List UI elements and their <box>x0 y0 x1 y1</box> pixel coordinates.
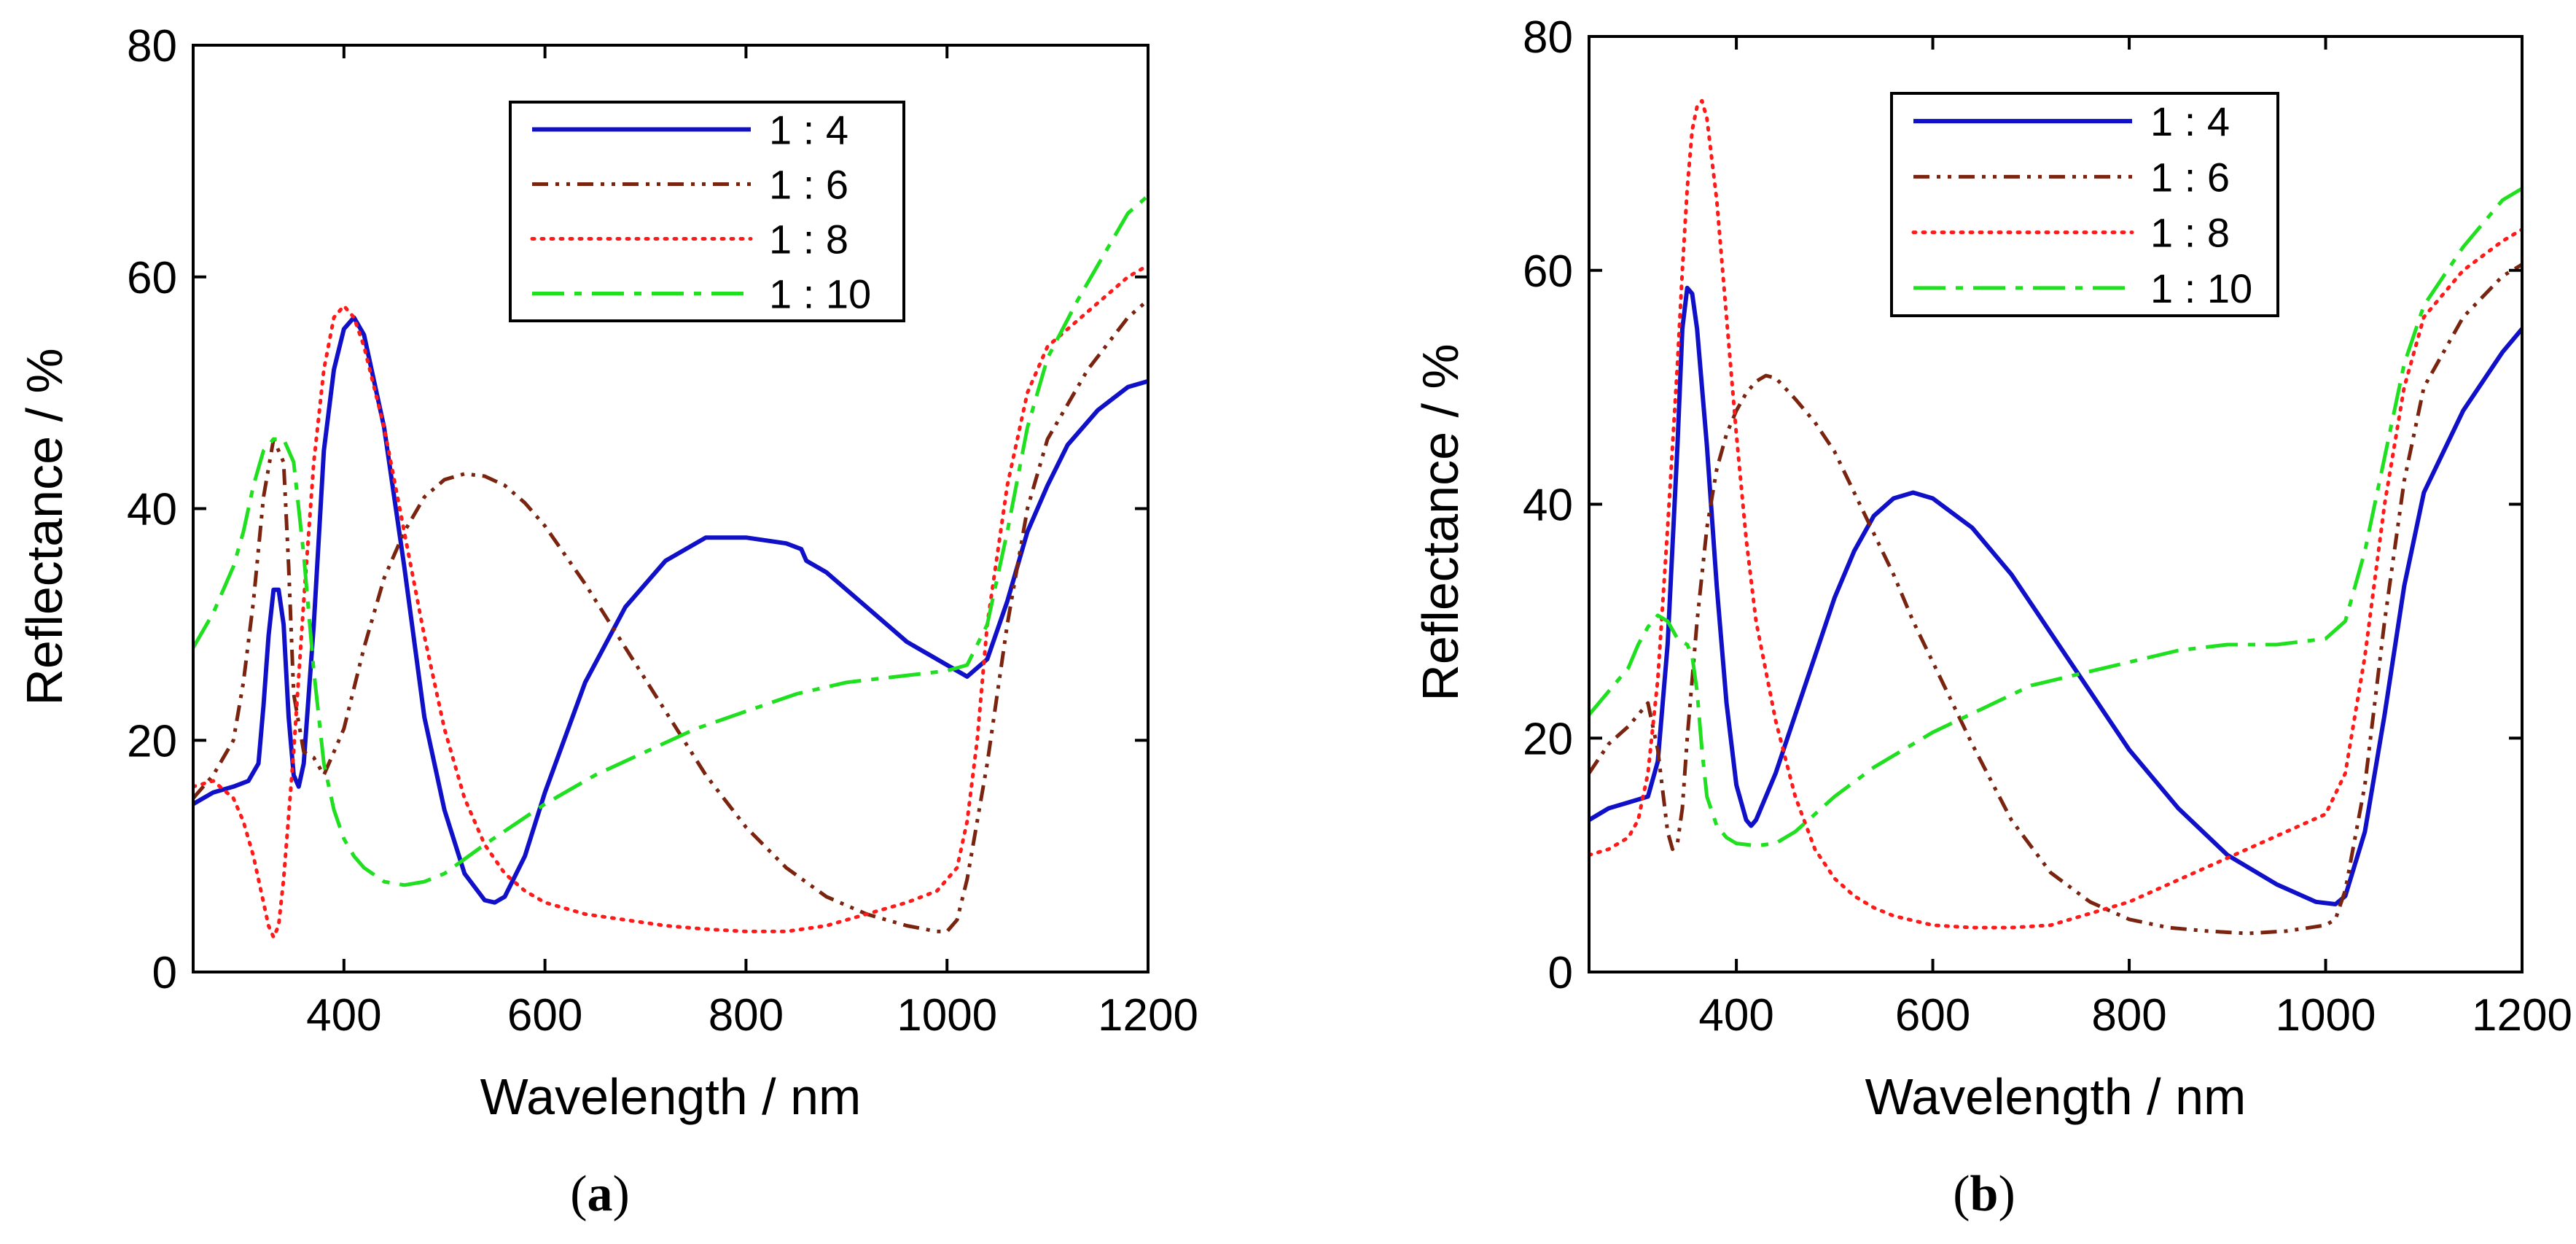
x-tick-label: 800 <box>2091 990 2166 1041</box>
legend-box <box>509 101 905 322</box>
x-axis-title: Wavelength / nm <box>1865 1068 2247 1125</box>
y-tick-label: 0 <box>1548 948 1573 998</box>
y-tick-label: 40 <box>1523 481 1573 531</box>
series-line-2 <box>1589 263 2522 936</box>
legend: 1 : 4 1 : 6 1 : 8 1 : 10 <box>509 101 905 322</box>
y-tick-label: 0 <box>152 948 177 998</box>
legend-box <box>1890 92 2279 317</box>
series-line-4 <box>193 194 1148 887</box>
series-group <box>193 194 1148 939</box>
x-tick-label: 1200 <box>1098 990 1198 1041</box>
legend-label: 1 : 10 <box>769 271 871 317</box>
legend-label: 1 : 4 <box>769 107 848 153</box>
legend-label: 1 : 8 <box>2150 210 2230 256</box>
x-tick-label: 400 <box>306 990 381 1041</box>
panel-label-open: ( <box>570 1166 587 1222</box>
panel-label-open: ( <box>1953 1166 1970 1222</box>
legend-label: 1 : 6 <box>769 162 848 208</box>
y-tick-label: 60 <box>127 253 177 303</box>
panel-label: (b) <box>1953 1166 2015 1222</box>
legend-label: 1 : 8 <box>769 217 848 263</box>
y-tick-label: 40 <box>127 485 177 535</box>
y-tick-label: 20 <box>127 716 177 766</box>
x-tick-label: 400 <box>1698 990 1773 1041</box>
panel-label-letter: a <box>588 1166 613 1222</box>
series-line-3 <box>193 263 1148 939</box>
series-line-1 <box>1589 285 2522 906</box>
legend-label: 1 : 4 <box>2150 98 2230 144</box>
series-line-2 <box>193 298 1148 933</box>
legend-label: 1 : 10 <box>2150 265 2252 311</box>
y-tick-label: 20 <box>1523 714 1573 764</box>
series-line-3 <box>1589 98 2522 930</box>
x-tick-label: 1200 <box>2472 990 2572 1041</box>
x-tick-label: 1000 <box>2276 990 2376 1041</box>
chart-panel-b: 0 20 40 60 80 400 600 800 1000 1200 Wavelength / n… <box>1412 12 2572 1222</box>
y-axis-title: Reflectance / % <box>16 348 73 705</box>
chart-panel-a: 0 20 40 60 80 400 600 800 1000 1200 Wavelength / n… <box>16 21 1198 1222</box>
series-line-4 <box>1589 187 2522 848</box>
panel-label-close: ) <box>613 1166 630 1222</box>
series-group <box>1589 98 2522 936</box>
x-axis-title: Wavelength / nm <box>480 1068 862 1125</box>
legend-label: 1 : 6 <box>2150 154 2230 200</box>
x-tick-label: 600 <box>507 990 582 1041</box>
x-tick-label: 600 <box>1895 990 1970 1041</box>
series-line-1 <box>193 315 1148 905</box>
x-tick-label: 1000 <box>897 990 997 1041</box>
y-tick-label: 60 <box>1523 246 1573 297</box>
y-tick-label: 80 <box>1523 12 1573 63</box>
x-tick-label: 800 <box>709 990 784 1041</box>
y-tick-label: 80 <box>127 21 177 71</box>
panel-label: (a) <box>570 1166 630 1222</box>
panel-label-letter: b <box>1970 1166 1999 1222</box>
legend: 1 : 4 1 : 6 1 : 8 1 : 10 <box>1890 92 2279 317</box>
panel-label-close: ) <box>1998 1166 2015 1222</box>
y-axis-title: Reflectance / % <box>1412 343 1469 701</box>
